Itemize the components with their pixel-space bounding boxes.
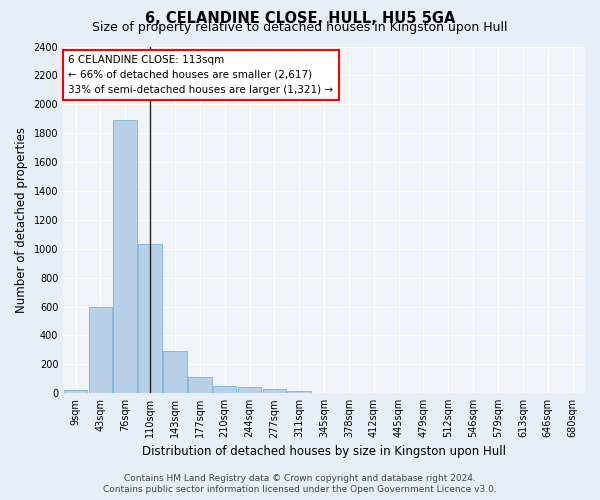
Text: 6, CELANDINE CLOSE, HULL, HU5 5GA: 6, CELANDINE CLOSE, HULL, HU5 5GA [145, 11, 455, 26]
Bar [64, 390, 88, 393]
X-axis label: Distribution of detached houses by size in Kingston upon Hull: Distribution of detached houses by size … [142, 444, 506, 458]
Y-axis label: Number of detached properties: Number of detached properties [15, 127, 28, 313]
Bar [89, 306, 112, 393]
Bar [113, 120, 137, 393]
Bar [238, 386, 262, 393]
Bar [188, 376, 212, 393]
Bar [287, 391, 311, 393]
Bar [139, 244, 162, 393]
Bar [163, 352, 187, 393]
Text: Contains HM Land Registry data © Crown copyright and database right 2024.
Contai: Contains HM Land Registry data © Crown c… [103, 474, 497, 494]
Text: 6 CELANDINE CLOSE: 113sqm
← 66% of detached houses are smaller (2,617)
33% of se: 6 CELANDINE CLOSE: 113sqm ← 66% of detac… [68, 55, 334, 95]
Text: Size of property relative to detached houses in Kingston upon Hull: Size of property relative to detached ho… [92, 22, 508, 35]
Bar [213, 386, 236, 393]
Bar [263, 389, 286, 393]
